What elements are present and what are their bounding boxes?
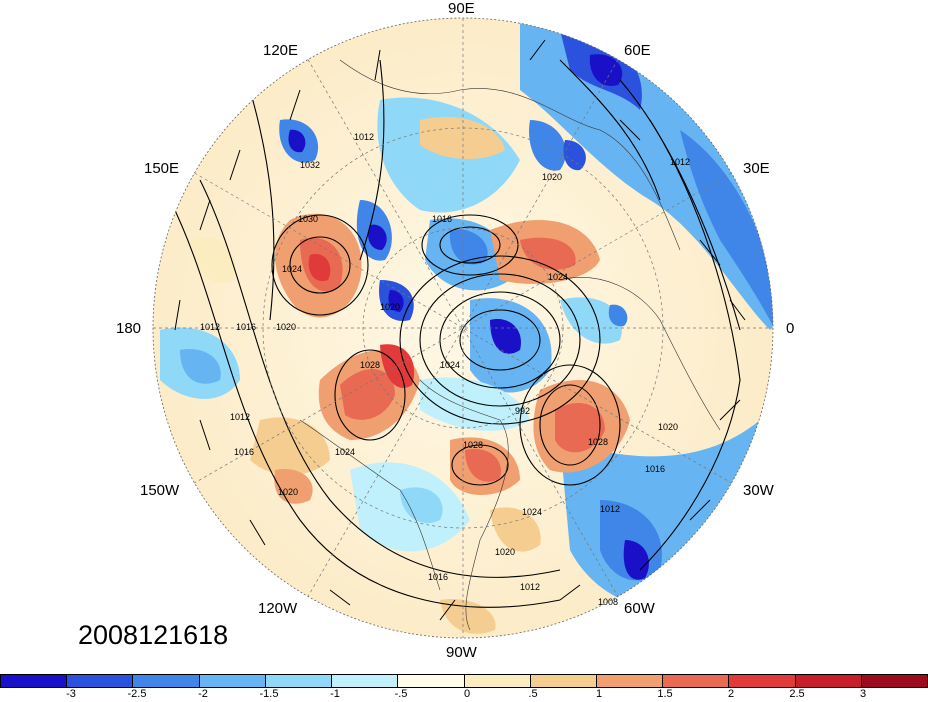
colorbar-label: -2.5 — [127, 688, 147, 700]
isobar-label: 1032 — [300, 160, 320, 170]
lon-label-30e: 30E — [743, 160, 770, 177]
isobar-label: 1024 — [440, 360, 460, 370]
colorbar — [0, 674, 928, 690]
isobar-label: 1016 — [432, 214, 452, 224]
isobar-label: 1020 — [658, 422, 678, 432]
colorbar-segment — [133, 674, 200, 688]
lon-label-120e: 120E — [263, 42, 299, 59]
colorbar-label: -1.5 — [259, 688, 279, 700]
colorbar-segment — [729, 674, 796, 688]
lon-label-90w: 90W — [446, 644, 477, 661]
colorbar-segment — [265, 674, 333, 688]
lon-label-90e: 90E — [448, 0, 475, 17]
isobar-label: 1024 — [282, 264, 302, 274]
map-border — [152, 17, 774, 639]
lon-label-180: 180 — [116, 320, 142, 337]
isobar-label: 1020 — [542, 172, 562, 182]
colorbar-label: 1 — [595, 688, 603, 700]
colorbar-label: 1.5 — [657, 688, 673, 700]
lon-label-30w: 30W — [743, 482, 774, 499]
isobar-label: 1008 — [598, 597, 618, 607]
isobar-label: 1016 — [236, 322, 256, 332]
isobar-label: 1012 — [230, 412, 250, 422]
colorbar-segment — [530, 674, 597, 688]
isobar-label: 1012 — [354, 132, 374, 142]
colorbar-segment — [199, 674, 266, 688]
isobar-label: 1012 — [520, 582, 540, 592]
colorbar-label: -1 — [330, 688, 340, 700]
colorbar-label: 2 — [727, 688, 735, 700]
graticule — [153, 18, 773, 638]
isobar-label: 1024 — [522, 507, 542, 517]
isobar-label: 1012 — [200, 322, 220, 332]
isobar-label: 1020 — [495, 547, 515, 557]
colorbar-segment — [663, 674, 730, 688]
colorbar-segment — [67, 674, 134, 688]
colorbar-segment — [861, 674, 928, 688]
colorbar-label: -2 — [198, 688, 208, 700]
colorbar-label: -3 — [66, 688, 76, 700]
colorbar-label: 3 — [859, 688, 867, 700]
isobar-contours — [169, 59, 741, 608]
colorbar-label: .5 — [528, 688, 538, 700]
wind-barbs — [174, 39, 746, 621]
isobar-label: 1020 — [276, 322, 296, 332]
isobar-label: 1028 — [463, 440, 483, 450]
lon-label-60w: 60W — [624, 600, 655, 617]
colorbar-segment — [464, 674, 531, 688]
isobar-label: 1012 — [670, 157, 690, 167]
isobar-label: 1028 — [360, 360, 380, 370]
lon-label-60e: 60E — [624, 42, 651, 59]
isobar-label: 1020 — [380, 302, 400, 312]
colorbar-label: 0 — [463, 688, 471, 700]
coastlines — [299, 59, 721, 631]
isobar-label: 992 — [515, 406, 530, 416]
lon-label-0: 0 — [786, 320, 795, 337]
isobar-label: 1024 — [548, 272, 568, 282]
lon-label-120w: 120W — [258, 600, 298, 617]
isobar-label: 1028 — [588, 437, 608, 447]
lon-label-150e: 150E — [144, 160, 180, 177]
colorbar-segment — [332, 674, 399, 688]
colorbar-segment — [596, 674, 664, 688]
colorbar-segment — [795, 674, 862, 688]
isobar-label: 1030 — [298, 214, 318, 224]
timestamp-label: 2008121618 — [78, 620, 229, 650]
isobar-label: 1020 — [278, 487, 298, 497]
lon-label-150w: 150W — [140, 482, 180, 499]
isobar-label: 1024 — [335, 447, 355, 457]
isobar-label: 1016 — [645, 464, 665, 474]
isobar-labels: 1032 1030 1024 1020 1016 1012 1012 1016 … — [200, 132, 690, 607]
colorbar-segment — [0, 674, 68, 688]
isobar-label: 1016 — [234, 447, 254, 457]
colorbar-label: 2.5 — [789, 688, 805, 700]
isobar-label: 1016 — [428, 572, 448, 582]
colorbar-label: -.5 — [394, 688, 408, 700]
isobar-label: 1012 — [600, 504, 620, 514]
colorbar-segment — [398, 674, 465, 688]
